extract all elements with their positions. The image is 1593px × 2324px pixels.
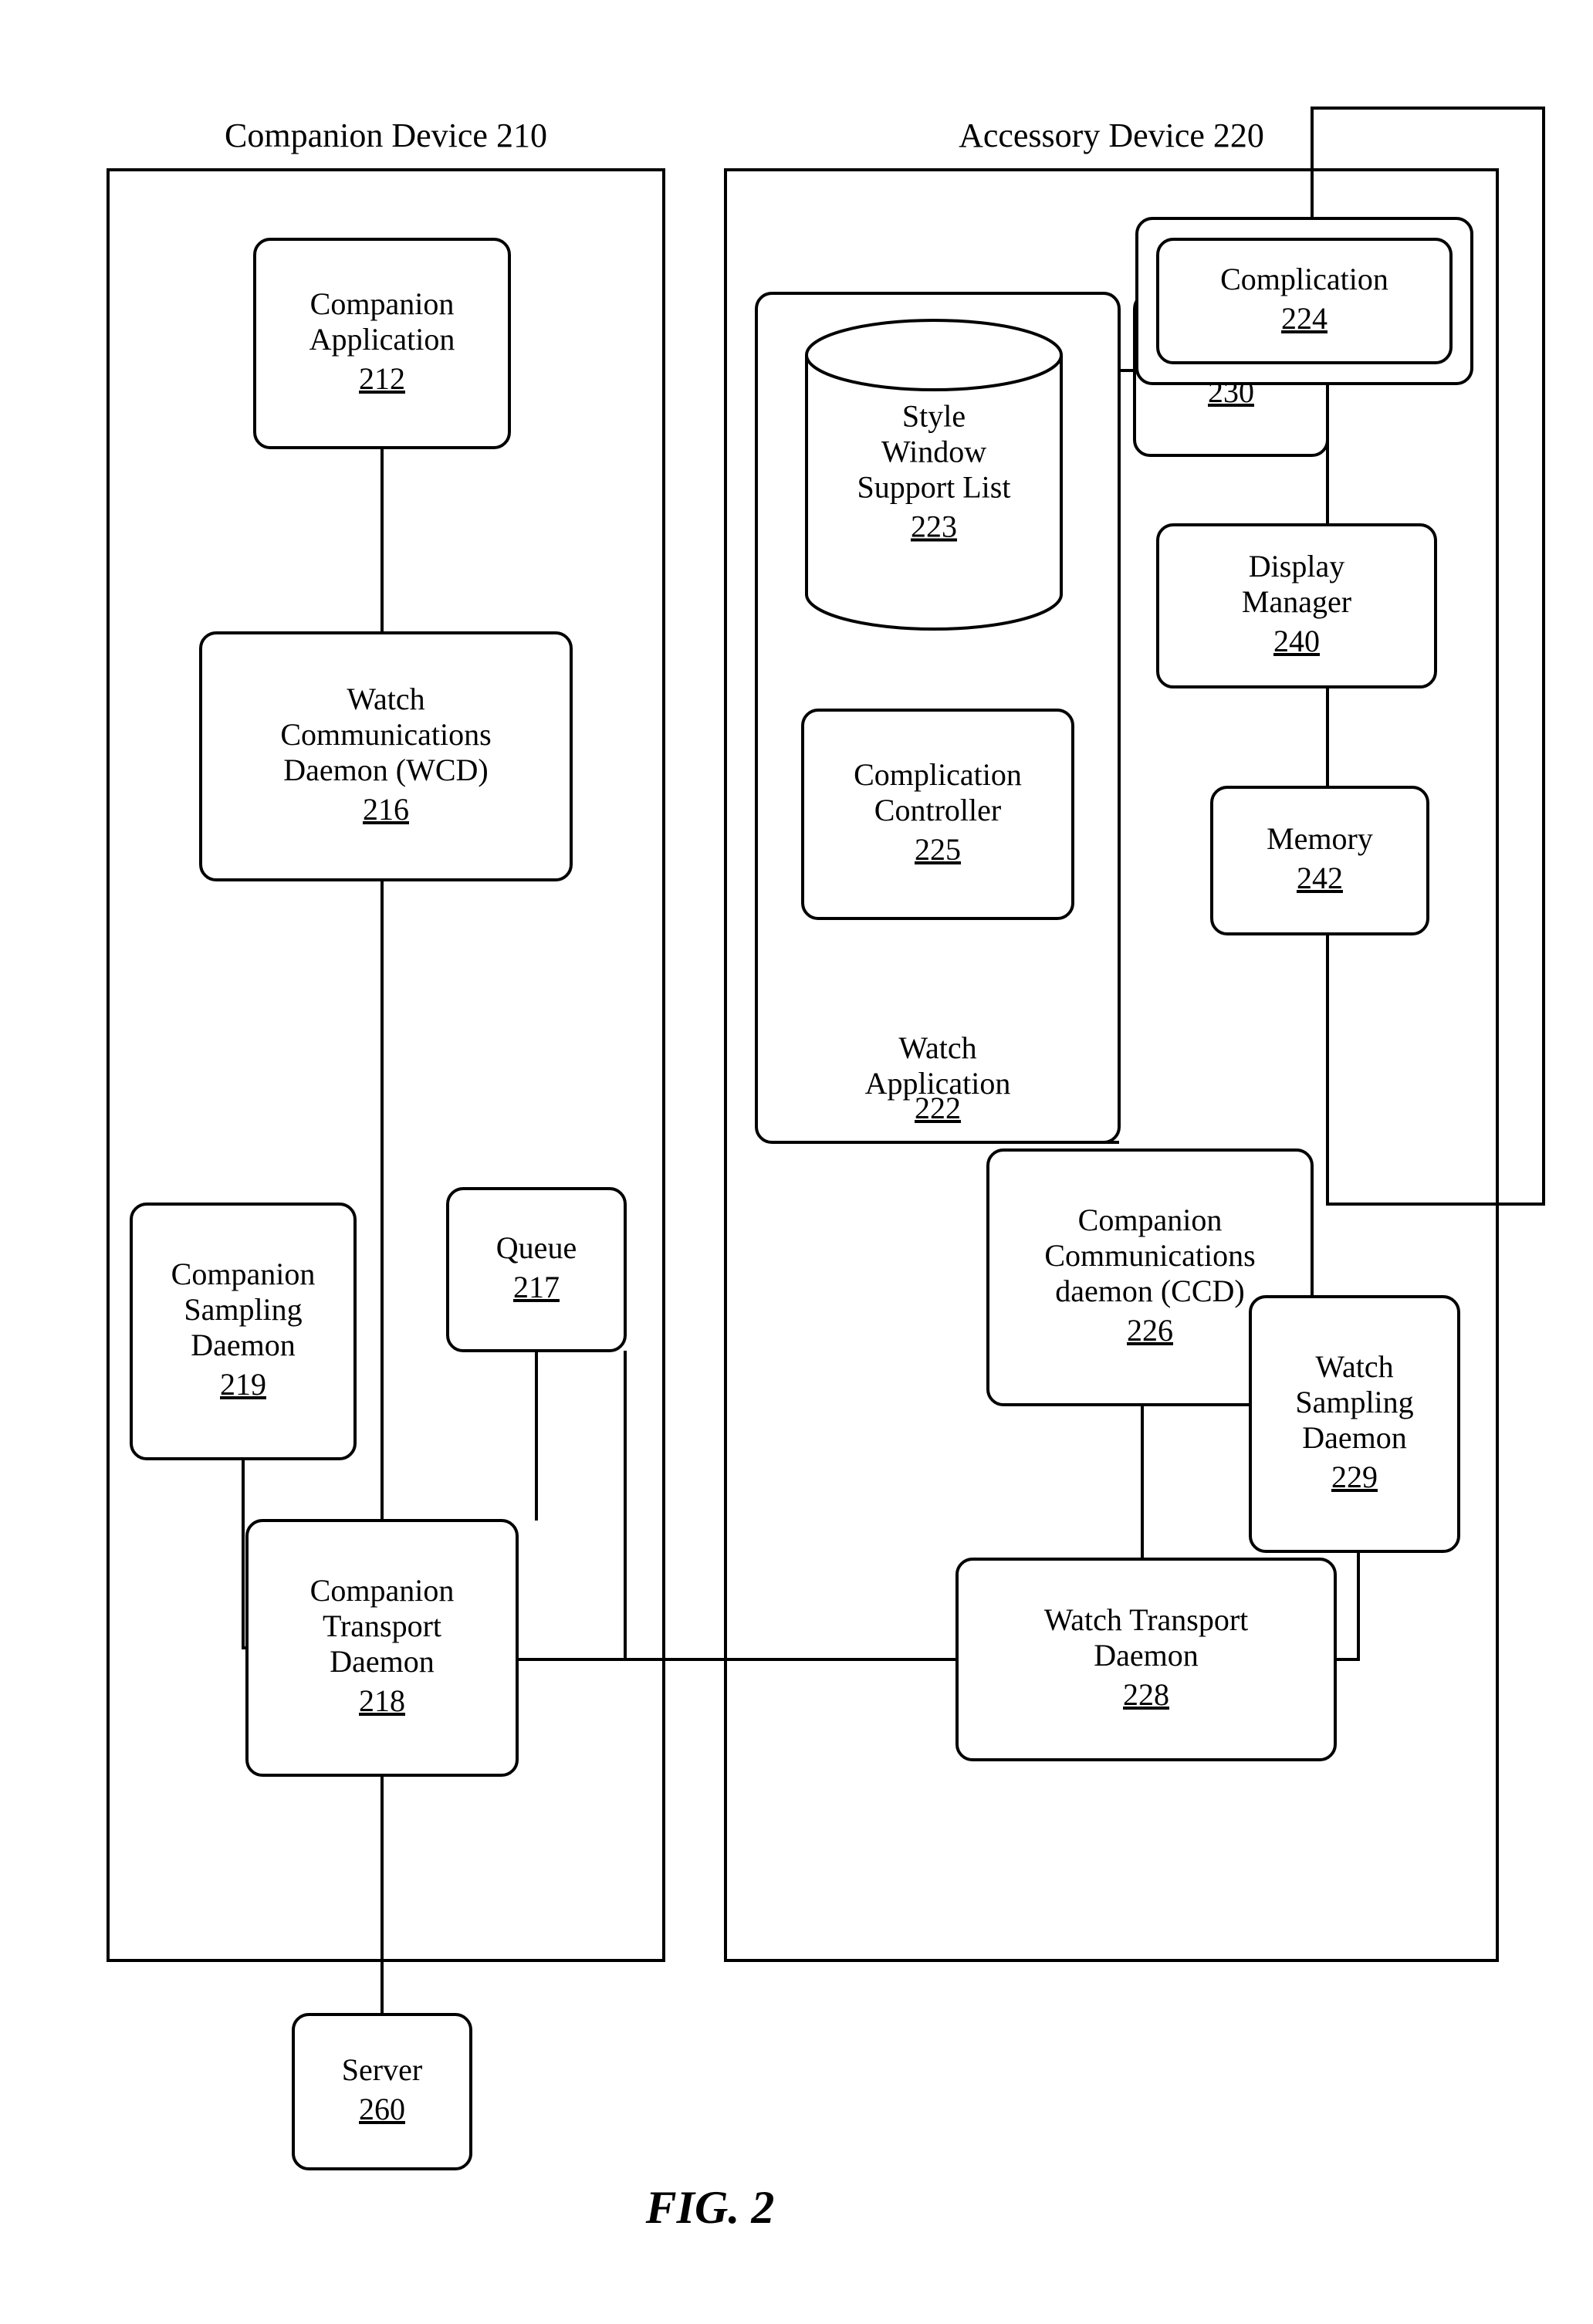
server-ref: 260 [359,2092,405,2126]
queue-ref: 217 [513,1270,560,1304]
complication-controller-label: ComplicationController [854,757,1022,827]
memory-label: Memory [1267,821,1373,856]
memory-ref: 242 [1297,861,1343,895]
companion-app-label: CompanionApplication [309,286,455,357]
companion-transport-label: CompanionTransportDaemon [310,1573,455,1679]
queue-label: Queue [496,1230,577,1265]
watch-app-ref: 222 [915,1091,961,1125]
watch-sampling-ref: 229 [1331,1460,1378,1494]
ccd-ref: 226 [1127,1313,1173,1348]
companion-app-ref: 212 [359,361,405,396]
companion-sampling-label: CompanionSamplingDaemon [171,1257,316,1362]
wcd-ref: 216 [363,792,409,827]
complication-label: Complication [1220,262,1388,296]
display-manager-ref: 240 [1273,624,1320,658]
complication-controller-ref: 225 [915,832,961,867]
watch-transport-ref: 228 [1123,1677,1169,1712]
companion-title: Companion Device 210 [225,117,547,154]
edge-9 [1335,1551,1358,1659]
complication-ref: 224 [1281,301,1328,336]
edge-4 [517,1351,625,1659]
server-label: Server [342,2052,422,2087]
accessory-title: Accessory Device 220 [959,117,1264,154]
style-list-top [807,320,1061,390]
display-manager-label: DisplayManager [1242,549,1351,619]
diagram: Companion Device 210 Accessory Device 220… [0,0,1593,2324]
companion-transport-ref: 218 [359,1683,405,1718]
figure-label: FIG. 2 [645,2182,775,2233]
companion-sampling-ref: 219 [220,1367,266,1402]
style-list-ref: 223 [911,509,957,544]
